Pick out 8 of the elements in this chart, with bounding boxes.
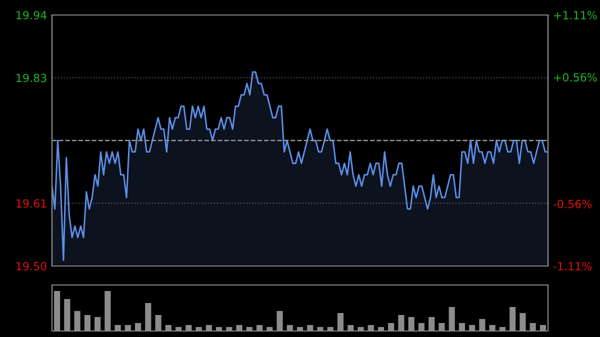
y2-tick-label: -1.11% [553, 262, 592, 270]
y-tick-label: 19.83 [16, 74, 46, 82]
y-tick-label: 19.50 [16, 262, 46, 270]
y2-tick-label: +1.11% [554, 10, 597, 20]
y-tick-label: 19.61 [16, 199, 46, 208]
y-tick-label: 19.94 [16, 10, 47, 20]
y2-tick-label: -0.56% [553, 200, 592, 208]
y2-tick-label: +0.56% [554, 73, 597, 82]
